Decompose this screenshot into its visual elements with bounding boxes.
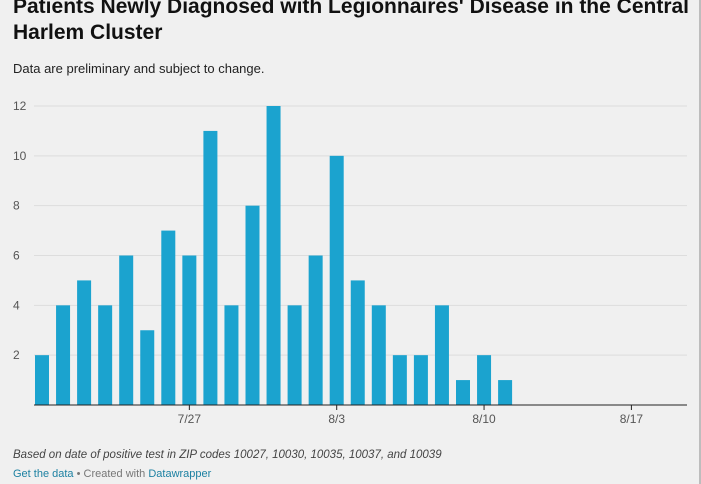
y-tick-label: 10 xyxy=(13,149,27,163)
y-axis-ticks: 2 4 6 8 10 12 xyxy=(13,99,27,362)
chart-title: Patients Newly Diagnosed with Legionnair… xyxy=(13,0,689,44)
bar: 7/22: 5 xyxy=(77,280,92,405)
bar: 7/30: 8 xyxy=(245,205,260,405)
x-tick-label: 8/10 xyxy=(472,412,496,426)
chart-subtitle: Data are preliminary and subject to chan… xyxy=(13,61,265,76)
bar: 8/10: 2 xyxy=(477,355,492,405)
bars: 7/20: 2 7/21: 4 7/22: 5 7/23: 4 7/24: 6 7/25:… xyxy=(35,106,513,405)
x-tick-label: 7/27 xyxy=(178,412,202,426)
bar: 7/20: 2 xyxy=(35,355,49,405)
y-tick-label: 12 xyxy=(13,99,27,113)
bar: 8/5: 4 xyxy=(371,305,386,405)
x-axis-ticks: 7/27 8/3 8/10 8/17 xyxy=(178,405,644,426)
bar: 8/6: 2 xyxy=(392,355,407,405)
bar: 8/3: 10 xyxy=(329,155,344,405)
bar: 7/23: 4 xyxy=(98,305,113,405)
bar: 8/4: 5 xyxy=(350,280,365,405)
source-note: Based on date of positive test in ZIP co… xyxy=(13,449,442,461)
bar: 8/2: 6 xyxy=(308,255,323,405)
x-tick-label: 8/17 xyxy=(620,412,644,426)
bar: 7/31: 12 xyxy=(266,106,281,405)
bar: 7/28: 11 xyxy=(203,130,218,405)
y-tick-label: 2 xyxy=(13,348,20,362)
bar: 7/24: 6 xyxy=(119,255,134,405)
x-tick-label: 8/3 xyxy=(328,412,345,426)
bar: 7/25: 3 xyxy=(140,330,155,405)
y-tick-label: 8 xyxy=(13,199,20,213)
datawrapper-link[interactable]: Datawrapper xyxy=(148,468,212,480)
credits: Get the data • Created with Datawrapper xyxy=(13,468,211,480)
bar: 8/7: 2 xyxy=(413,355,428,405)
get-the-data-link[interactable]: Get the data xyxy=(13,468,74,480)
bar: 8/1: 4 xyxy=(287,305,302,405)
bar: 7/26: 7 xyxy=(161,230,176,405)
credits-separator: • Created with xyxy=(73,468,149,480)
bar: 7/27: 6 xyxy=(182,255,197,405)
y-tick-label: 4 xyxy=(13,298,20,312)
bar: 8/8: 4 xyxy=(434,305,449,405)
bar: 8/9: 1 xyxy=(456,380,470,405)
bar: 8/11: 1 xyxy=(498,380,513,405)
y-tick-label: 6 xyxy=(13,249,20,263)
bar: 7/21: 4 xyxy=(56,305,71,405)
bar: 7/29: 4 xyxy=(224,305,239,405)
